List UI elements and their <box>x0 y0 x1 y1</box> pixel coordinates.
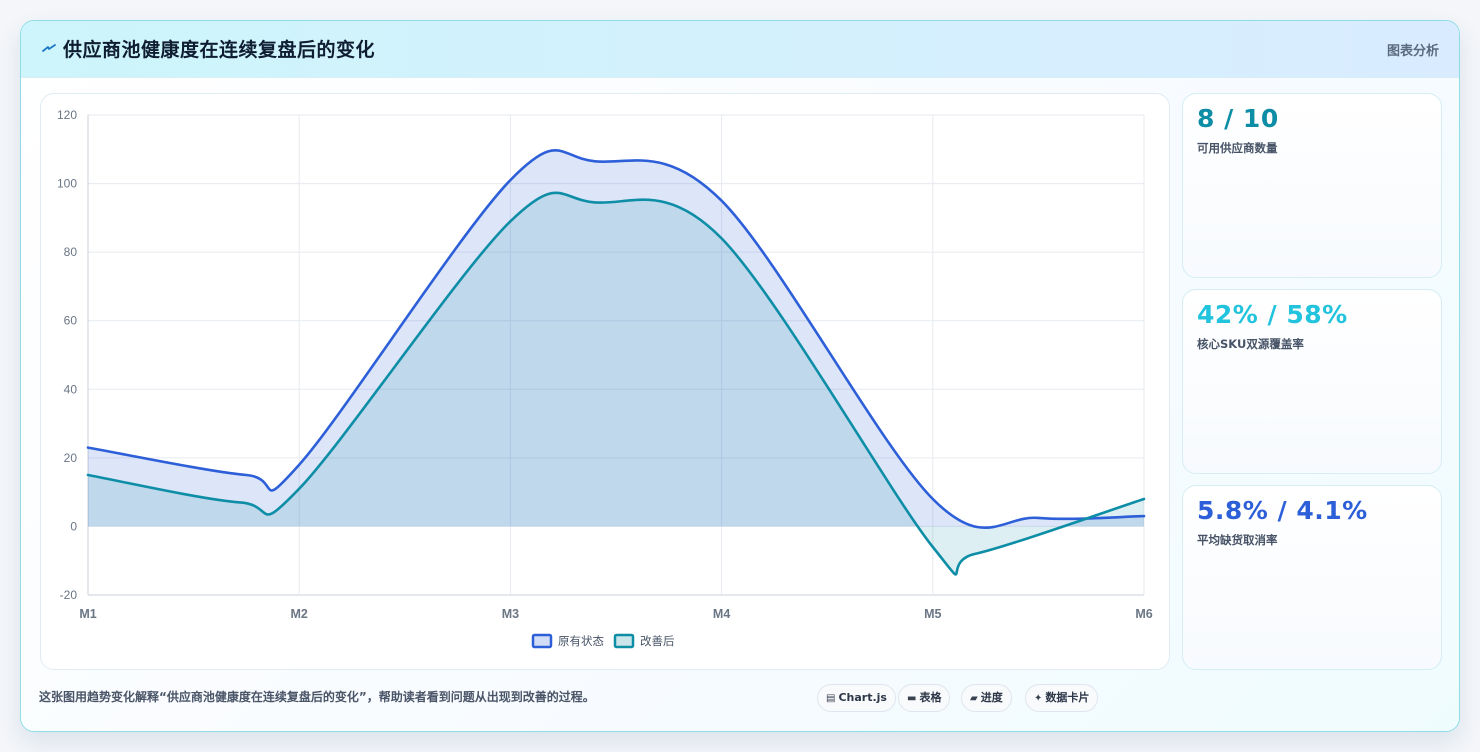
series-line-2 <box>86 191 1146 576</box>
chip-label: Chart.js <box>838 691 887 704</box>
x-tick-label: M1 <box>79 607 96 621</box>
chart-description: 这张图用趋势变化解释“供应商池健康度在连续复盘后的变化”，帮助读者看到问题从出现… <box>39 690 595 704</box>
chart-analysis-label: 图表分析 <box>1386 44 1439 59</box>
card-header: 供应商池健康度在连续复盘后的变化 图表分析 <box>21 21 1459 78</box>
x-tick-label: M6 <box>1135 607 1152 621</box>
chip-label: 进度 <box>980 691 1003 704</box>
stat-label: 平均缺货取消率 <box>1197 533 1278 547</box>
legend-label: 改善后 <box>640 634 675 648</box>
line-chart: -20 0 20 40 60 80 100 120 M1 M2 M3 M4 M5 M6 原有状态 改善后 <box>57 108 1153 649</box>
stat-card-available-suppliers: 8 / 10 可用供应商数量 <box>1182 93 1442 278</box>
stat-label: 可用供应商数量 <box>1197 141 1278 155</box>
chip-progress[interactable]: ▰ 进度 <box>961 684 1012 712</box>
chip-table[interactable]: ▬ 表格 <box>898 684 951 712</box>
legend-label: 原有状态 <box>558 634 604 648</box>
chart-icon: ▤ <box>826 693 836 704</box>
series-area-1 <box>88 150 1144 528</box>
y-tick-label: -20 <box>60 588 78 602</box>
y-tick-label: 20 <box>64 451 78 465</box>
y-tick-label: 0 <box>70 519 77 533</box>
chip-label: 数据卡片 <box>1045 691 1090 704</box>
legend-swatch <box>531 633 553 649</box>
x-tick-label: M5 <box>924 607 941 621</box>
lightning-icon <box>42 44 56 52</box>
legend-swatch <box>613 633 635 649</box>
sparkle-icon: ✦ <box>1034 693 1043 704</box>
chip-chartjs[interactable]: ▤ Chart.js <box>817 684 896 712</box>
chip-label: 表格 <box>919 691 942 704</box>
y-tick-label: 40 <box>64 382 78 396</box>
stat-value: 5.8% / 4.1% <box>1197 496 1368 525</box>
page-title: 供应商池健康度在连续复盘后的变化 <box>63 39 376 61</box>
series-area-2 <box>88 192 1144 575</box>
table-icon: ▬ <box>907 693 917 704</box>
y-tick-label: 100 <box>57 177 77 191</box>
chart-panel: -20 0 20 40 60 80 100 120 M1 M2 M3 M4 M5 M6 原有状态 改善后 <box>40 93 1170 670</box>
stat-value: 8 / 10 <box>1197 104 1279 133</box>
stat-card-cancel-rate: 5.8% / 4.1% 平均缺货取消率 <box>1182 485 1442 670</box>
chart-card: 供应商池健康度在连续复盘后的变化 图表分析 -20 0 20 40 60 80 100 120… <box>20 20 1460 732</box>
y-tick-label: 80 <box>64 245 78 259</box>
y-tick-label: 120 <box>57 108 77 122</box>
progress-icon: ▰ <box>970 693 978 704</box>
stat-value: 42% / 58% <box>1197 300 1348 329</box>
x-tick-label: M2 <box>291 607 308 621</box>
stat-card-dual-source-coverage: 42% / 58% 核心SKU双源覆盖率 <box>1182 289 1442 474</box>
x-tick-label: M3 <box>502 607 519 621</box>
stat-label: 核心SKU双源覆盖率 <box>1197 337 1304 351</box>
chip-data-card[interactable]: ✦ 数据卡片 <box>1025 684 1099 712</box>
y-tick-label: 60 <box>64 314 78 328</box>
series-line-1 <box>86 149 1146 529</box>
x-tick-label: M4 <box>713 607 730 621</box>
